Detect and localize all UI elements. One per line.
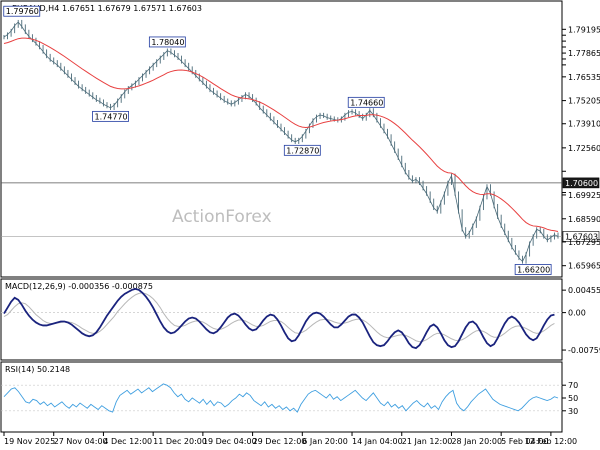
rsi-axis-label: 50 xyxy=(568,394,578,403)
time-axis-label: 28 Jan 20:00 xyxy=(451,437,502,446)
macd-axis-label: 0.004553 xyxy=(568,286,600,295)
macd-panel xyxy=(0,278,563,361)
price-annotation-box xyxy=(3,5,41,17)
time-axis-label: 12 Feb 12:00 xyxy=(525,437,577,446)
price-annotation-label: 1.66200 xyxy=(517,265,550,274)
price-close-line xyxy=(3,21,559,263)
price-axis-label: 1.77865 xyxy=(568,49,600,58)
price-axis-label: 1.69925 xyxy=(568,191,600,200)
price-axis-label: 1.76535 xyxy=(568,73,600,82)
price-annotation-box xyxy=(148,36,186,48)
price-annotation-box xyxy=(347,96,385,108)
rsi-title: RSI(14) 50.2148 xyxy=(5,365,70,374)
price-hline-label: 1.70600 xyxy=(565,179,598,188)
rsi-axis-label: 70 xyxy=(568,381,578,390)
price-axis-label: 1.68590 xyxy=(568,215,600,224)
price-axis: 1.79195 1.77865 1.76535 1.75205 1.73910 1.725… xyxy=(568,25,600,270)
price-axis-label: 1.67295 xyxy=(568,238,600,247)
time-axis-label: 27 Nov 04:00 xyxy=(54,437,108,446)
rsi-line xyxy=(3,383,559,413)
price-annotation-label: 1.72870 xyxy=(286,146,319,155)
time-axis-label: 14 Jan 04:00 xyxy=(352,437,403,446)
price-hlines: 1.70600 1.67603 xyxy=(1,177,600,242)
price-annotation-box xyxy=(92,110,129,122)
time-axis-label: 5 Feb 04:00 xyxy=(501,437,548,446)
price-axis-label: 1.65965 xyxy=(568,262,600,271)
macd-title: MACD(12,26,9) -0.000356 -0.000875 xyxy=(5,282,153,291)
price-axis-label: 1.79195 xyxy=(568,25,600,34)
time-axis-label: 21 Jan 12:00 xyxy=(402,437,453,446)
price-axis-label: 1.75205 xyxy=(568,97,600,106)
time-axis-label: 19 Dec 04:00 xyxy=(203,437,257,446)
price-series xyxy=(3,19,559,264)
price-panel xyxy=(0,0,563,278)
rsi-axis-label: 30 xyxy=(568,407,578,416)
time-axis-label: 6 Jan 20:00 xyxy=(302,437,348,446)
price-hline-label-box xyxy=(562,231,600,242)
price-axis-label: 1.73910 xyxy=(568,120,600,129)
price-annotation-label: 1.78040 xyxy=(151,38,184,47)
price-annotation-label: 1.74770 xyxy=(95,112,128,121)
macd-axis: 0.004553 0.00 -0.007593 xyxy=(562,286,600,355)
moving-average-line xyxy=(3,37,559,232)
price-annotation-box xyxy=(283,144,321,156)
price-annotation-label: 1.74660 xyxy=(350,98,383,107)
price-hline-label-box xyxy=(562,177,600,189)
rsi-panel xyxy=(0,361,563,433)
header-ohlc: 1.67651 1.67679 1.67571 1.67603 xyxy=(62,4,202,13)
time-axis-label: 29 Dec 12:00 xyxy=(253,437,307,446)
price-axis-ticks xyxy=(562,28,566,267)
rsi-axis: 70 50 30 xyxy=(562,381,578,416)
time-axis-label: 4 Dec 12:00 xyxy=(103,437,152,446)
rsi-series xyxy=(1,383,562,413)
price-hline-label: 1.67603 xyxy=(565,232,598,241)
macd-axis-label: 0.00 xyxy=(568,309,586,318)
watermark: ActionForex xyxy=(172,207,272,227)
price-axis-label: 1.72560 xyxy=(568,144,600,153)
time-axis-label: 19 Nov 2025 xyxy=(4,437,55,446)
macd-line xyxy=(3,287,555,350)
macd-series xyxy=(1,287,562,350)
time-axis-label: 11 Dec 20:00 xyxy=(153,437,207,446)
price-annotation-label: 1.79760 xyxy=(6,7,39,16)
price-annotations: 1.79760 1.74770 1.78040 1.72870 1.74660 1.662… xyxy=(3,5,552,275)
macd-axis-label: -0.007593 xyxy=(568,346,600,355)
price-annotation-box xyxy=(514,264,552,275)
